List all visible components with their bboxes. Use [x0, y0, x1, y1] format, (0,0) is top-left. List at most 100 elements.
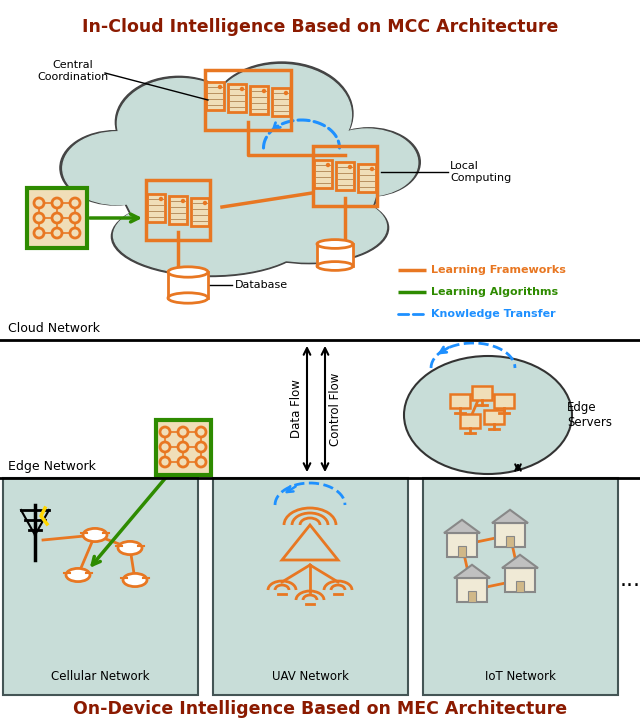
- Text: Knowledge Transfer: Knowledge Transfer: [431, 309, 556, 319]
- Bar: [516, 581, 524, 592]
- Circle shape: [178, 427, 188, 437]
- Circle shape: [70, 198, 80, 208]
- Ellipse shape: [117, 78, 242, 168]
- Circle shape: [52, 198, 62, 208]
- Text: Central
Coordination: Central Coordination: [37, 60, 109, 82]
- Ellipse shape: [317, 240, 353, 248]
- Bar: [156, 419, 211, 475]
- Text: Cellular Network: Cellular Network: [51, 670, 150, 683]
- Circle shape: [326, 164, 330, 167]
- Ellipse shape: [404, 356, 572, 474]
- Bar: [472, 386, 492, 400]
- Bar: [423, 478, 618, 695]
- Circle shape: [70, 213, 80, 223]
- Text: Local
Computing: Local Computing: [450, 162, 511, 183]
- Bar: [168, 272, 208, 298]
- Polygon shape: [502, 555, 538, 568]
- Bar: [495, 523, 525, 547]
- Ellipse shape: [113, 196, 308, 274]
- FancyBboxPatch shape: [206, 82, 224, 110]
- Bar: [506, 536, 514, 547]
- Text: Edge
Servers: Edge Servers: [567, 401, 612, 429]
- Bar: [484, 410, 504, 424]
- FancyBboxPatch shape: [358, 164, 376, 192]
- Bar: [458, 546, 466, 557]
- Ellipse shape: [168, 293, 208, 303]
- Text: Edge Network: Edge Network: [8, 460, 96, 473]
- Ellipse shape: [211, 62, 353, 165]
- Bar: [447, 533, 477, 557]
- Ellipse shape: [60, 131, 171, 205]
- Circle shape: [70, 228, 80, 238]
- Circle shape: [34, 198, 44, 208]
- Bar: [505, 568, 535, 592]
- Polygon shape: [454, 565, 490, 578]
- Circle shape: [159, 197, 163, 200]
- Bar: [213, 478, 408, 695]
- Bar: [457, 578, 487, 602]
- Ellipse shape: [316, 129, 418, 196]
- Circle shape: [160, 442, 170, 452]
- Ellipse shape: [124, 108, 377, 262]
- Circle shape: [285, 91, 287, 95]
- Ellipse shape: [317, 128, 420, 197]
- Text: IoT Network: IoT Network: [485, 670, 556, 683]
- Circle shape: [182, 200, 184, 202]
- Ellipse shape: [230, 192, 388, 264]
- Circle shape: [34, 228, 44, 238]
- Bar: [3, 478, 198, 695]
- Ellipse shape: [66, 569, 90, 582]
- Polygon shape: [444, 520, 480, 533]
- Ellipse shape: [123, 574, 147, 587]
- FancyBboxPatch shape: [250, 86, 268, 114]
- FancyBboxPatch shape: [169, 196, 187, 224]
- Text: In-Cloud Intelligence Based on MCC Architecture: In-Cloud Intelligence Based on MCC Archi…: [82, 18, 558, 36]
- FancyBboxPatch shape: [272, 88, 290, 116]
- Ellipse shape: [211, 65, 351, 165]
- Circle shape: [178, 457, 188, 467]
- Text: On-Device Intelligence Based on MEC Architecture: On-Device Intelligence Based on MEC Arch…: [73, 700, 567, 718]
- FancyBboxPatch shape: [336, 162, 354, 190]
- Circle shape: [160, 427, 170, 437]
- Circle shape: [349, 166, 351, 169]
- FancyBboxPatch shape: [191, 198, 209, 226]
- Ellipse shape: [63, 132, 172, 205]
- Circle shape: [196, 442, 206, 452]
- Text: Learning Frameworks: Learning Frameworks: [431, 265, 566, 275]
- Polygon shape: [492, 510, 528, 523]
- Text: UAV Network: UAV Network: [272, 670, 349, 683]
- FancyBboxPatch shape: [228, 84, 246, 112]
- Bar: [27, 188, 87, 248]
- Circle shape: [52, 228, 62, 238]
- Ellipse shape: [118, 541, 142, 554]
- Circle shape: [178, 442, 188, 452]
- Text: Data Flow: Data Flow: [290, 380, 303, 439]
- Ellipse shape: [122, 106, 379, 264]
- Circle shape: [204, 202, 207, 205]
- Circle shape: [160, 457, 170, 467]
- Bar: [468, 591, 476, 602]
- Text: Database: Database: [235, 280, 288, 290]
- FancyBboxPatch shape: [147, 194, 165, 222]
- Circle shape: [218, 85, 221, 88]
- Circle shape: [262, 90, 266, 93]
- Bar: [494, 394, 514, 408]
- Ellipse shape: [115, 76, 242, 168]
- Circle shape: [34, 213, 44, 223]
- Ellipse shape: [230, 192, 387, 262]
- Circle shape: [196, 427, 206, 437]
- Text: Cloud Network: Cloud Network: [8, 322, 100, 335]
- Text: Learning Algorithms: Learning Algorithms: [431, 287, 558, 297]
- Bar: [450, 394, 470, 408]
- Circle shape: [196, 457, 206, 467]
- Text: Control Flow: Control Flow: [329, 373, 342, 446]
- Circle shape: [241, 88, 243, 90]
- FancyBboxPatch shape: [314, 160, 332, 188]
- Circle shape: [371, 167, 374, 170]
- Ellipse shape: [111, 197, 309, 276]
- Ellipse shape: [317, 261, 353, 271]
- Text: ...: ...: [620, 570, 640, 590]
- Circle shape: [52, 213, 62, 223]
- Bar: [317, 244, 353, 266]
- Ellipse shape: [168, 267, 208, 277]
